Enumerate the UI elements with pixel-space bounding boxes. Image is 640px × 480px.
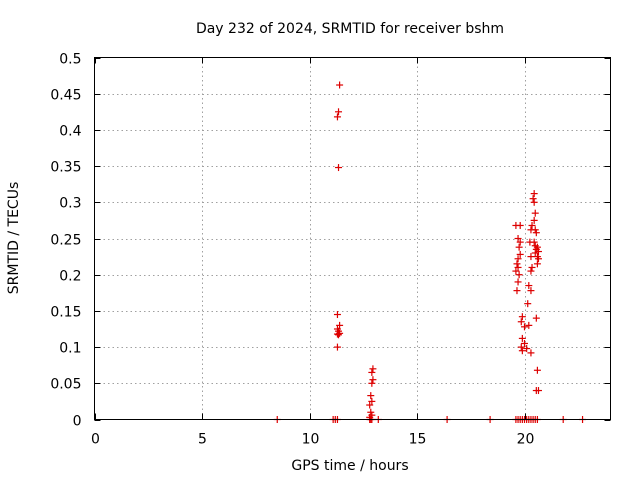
data-point [533,260,541,268]
data-point [515,271,523,279]
data-point [333,343,341,351]
data-point [369,376,377,384]
data-point [521,323,528,331]
data-point [368,397,376,405]
data-point [531,209,539,217]
data-point [527,267,535,275]
data-point [534,387,542,395]
data-point [336,81,344,89]
data-point [335,108,343,116]
data-point [524,300,532,308]
data-point [530,190,538,198]
data-point [527,349,535,357]
y-tick-label: 0 [73,414,82,430]
plot-frame [94,57,611,420]
y-tick-label: 0.2 [59,269,81,285]
x-tick-label: 10 [302,432,320,448]
data-point [333,311,341,319]
data-point [513,260,521,268]
chart-title: Day 232 of 2024, SRMTID for receiver bsh… [196,21,504,37]
y-tick-label: 0.15 [50,305,81,321]
data-point [528,263,536,271]
y-tick-label: 0.05 [50,377,81,393]
data-point [513,287,521,295]
y-tick-label: 0.25 [50,233,81,249]
data-point [518,334,526,342]
data-point [514,278,522,286]
x-tick-label: 0 [91,432,100,448]
data-point [530,216,538,224]
axes: 0 0.05 0.1 0.15 0.2 0.25 0.3 0.35 0.4 0.45 0.5 0 5 10… [50,52,611,448]
data-point [528,221,536,229]
data-point [525,282,533,290]
data-point [514,263,522,271]
data-point [517,343,525,351]
data-point [532,229,540,237]
data-point [518,347,526,355]
data-point [333,113,341,121]
data-point [336,321,344,329]
data-point [533,366,541,374]
data-point [367,392,375,400]
data-point [335,331,343,339]
data-point [368,379,376,387]
data-point [516,250,524,258]
data-point [530,198,538,206]
data-point [369,365,377,373]
series-srmtid [273,81,587,423]
data-point [516,238,524,246]
data-point [335,164,343,172]
data-point [333,330,341,338]
data-point [530,238,538,246]
x-tick-label: 20 [517,432,535,448]
data-point [527,253,535,261]
x-axis-label: GPS time / hours [291,458,408,474]
data-point [512,267,520,275]
y-tick-label: 0.35 [50,160,81,176]
data-point [515,243,523,251]
y-axis-label: SRMTID / TECUs [6,182,22,295]
y-tick-label: 0.45 [50,88,81,104]
data-point [534,255,542,263]
grid [94,57,611,420]
data-point [534,248,542,256]
data-point [532,314,540,322]
y-tick-label: 0.5 [59,52,81,68]
data-point [529,195,537,203]
data-point [525,321,533,329]
data-point [527,287,535,295]
data-point [366,401,374,409]
data-point [521,339,528,347]
data-point [514,255,522,263]
data-point [517,318,525,326]
x-tick-label: 5 [198,432,207,448]
data-point [518,313,526,321]
data-point [516,221,524,229]
y-tick-label: 0.1 [59,341,81,357]
y-tick-label: 0.4 [59,124,81,140]
y-tick-label: 0.3 [59,196,81,212]
data-point [514,235,522,242]
data-point [368,368,376,376]
x-tick-label: 15 [409,432,427,448]
data-point [523,345,531,353]
data-point [531,249,539,257]
